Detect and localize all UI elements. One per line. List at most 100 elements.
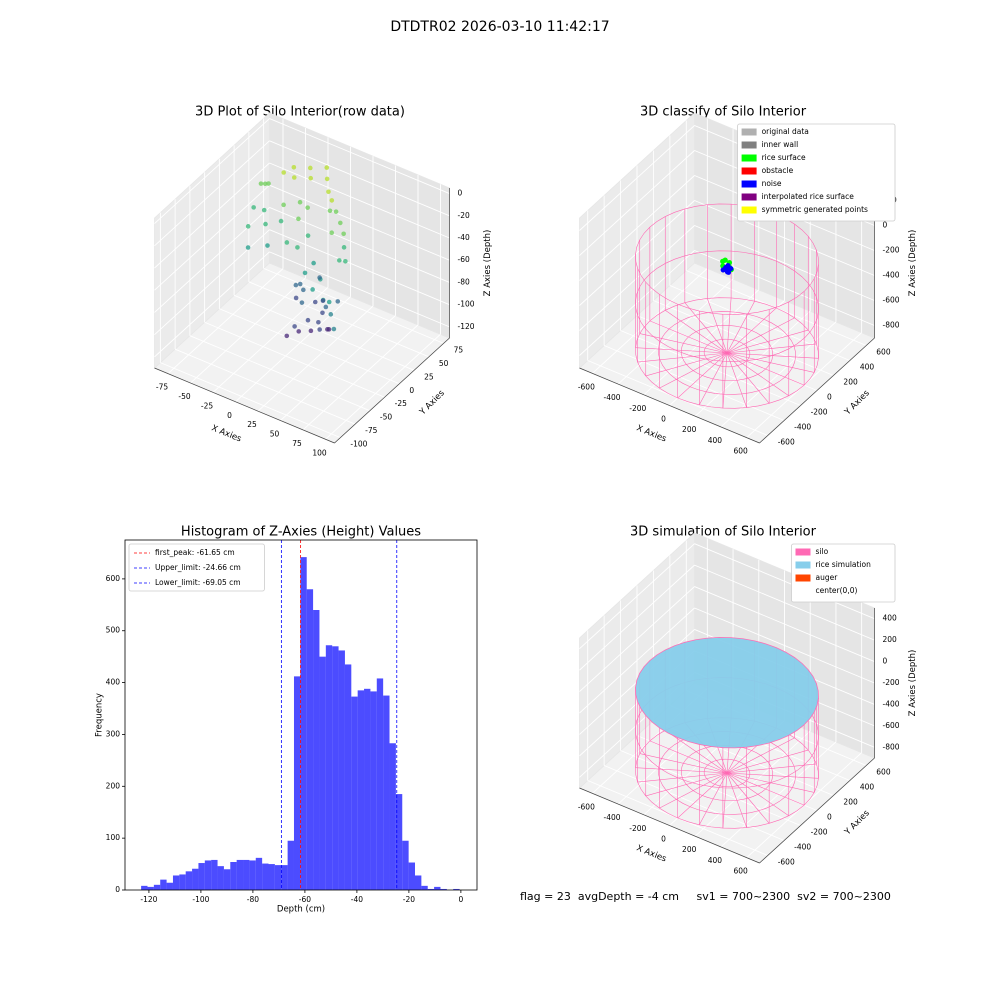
bar <box>211 859 218 890</box>
y-tick-label: 200 <box>106 781 121 790</box>
z-tick-label: 400 <box>883 614 898 623</box>
x-tick-label: 0 <box>661 835 666 844</box>
bar <box>319 656 326 890</box>
bar <box>338 650 345 890</box>
y-tick-label: -100 <box>350 440 367 449</box>
silo-floor-spoke <box>726 352 815 373</box>
legend-label: center(0,0) <box>816 586 858 595</box>
grid-line <box>160 362 341 439</box>
x-tick-label: -200 <box>629 824 646 833</box>
point <box>296 216 301 222</box>
legend-swatch <box>741 193 757 201</box>
bar <box>185 871 193 890</box>
bar <box>243 859 250 890</box>
plot-frame <box>124 539 478 891</box>
legend-label: symmetric generated points <box>762 205 868 214</box>
grid-line <box>219 308 400 385</box>
x-tick-label: -200 <box>629 404 646 413</box>
point <box>302 270 308 276</box>
z-tick-label: -800 <box>883 742 900 751</box>
grid-line <box>174 348 356 425</box>
y-tick-label: 200 <box>843 798 858 807</box>
silo-floor-spoke <box>699 772 728 825</box>
bar <box>147 886 154 890</box>
bar <box>453 888 460 890</box>
chart-title: 3D classify of Silo Interior <box>640 105 807 120</box>
grid-line <box>154 251 270 358</box>
y-tick-label: 0 <box>409 386 414 395</box>
point <box>323 304 329 310</box>
bar <box>427 888 435 890</box>
y-axis-line <box>334 337 450 444</box>
legend-swatch <box>741 141 757 149</box>
x-tick-label: -600 <box>578 382 595 391</box>
grid-line <box>189 335 371 412</box>
legend-label: rice surface <box>762 153 806 162</box>
point <box>326 189 331 195</box>
bar <box>160 879 167 890</box>
bar <box>357 690 365 890</box>
bar <box>344 664 352 890</box>
z-axis-label: Z Axies (Depth) <box>908 230 918 297</box>
legend-swatch <box>741 167 757 175</box>
z-tick-label: -200 <box>883 678 900 687</box>
grid-line <box>154 140 270 247</box>
point <box>301 287 306 293</box>
bar <box>395 794 403 890</box>
bar <box>351 696 358 890</box>
legend-label: silo <box>816 547 829 556</box>
point <box>295 245 300 250</box>
y-tick-label: 600 <box>876 348 891 357</box>
grid-line <box>204 321 385 398</box>
x-tick-label: 200 <box>682 845 697 854</box>
y-tick-label: 100 <box>106 833 121 842</box>
x-tick-label: -400 <box>604 813 621 822</box>
point <box>722 257 728 263</box>
bar <box>364 688 371 890</box>
chart-title: 3D simulation of Silo Interior <box>630 525 817 540</box>
point <box>329 230 335 236</box>
z-tick-label: -40 <box>458 233 470 242</box>
legend-box <box>737 123 896 222</box>
legend-label: first_peak: -61.65 cm <box>155 548 235 557</box>
x-tick-label: -80 <box>247 895 259 904</box>
bar <box>313 610 320 890</box>
x-tick-label: -400 <box>604 393 621 402</box>
bar <box>141 885 148 890</box>
y-tick-label: -400 <box>794 843 811 852</box>
silo-floor-spoke <box>726 772 770 824</box>
point <box>291 175 297 180</box>
grid-line <box>579 543 695 650</box>
point <box>328 312 334 317</box>
bar <box>249 860 256 890</box>
point <box>324 176 330 182</box>
grid-line <box>579 175 695 281</box>
point <box>305 233 311 238</box>
silo-floor-spoke <box>726 749 809 774</box>
x-axis-label: Depth (cm) <box>277 905 325 915</box>
point <box>725 263 731 269</box>
point <box>317 327 322 332</box>
z-tick-label: -60 <box>458 255 470 264</box>
grid-line <box>154 162 270 269</box>
silo-floor-spoke <box>726 343 817 354</box>
bar <box>306 589 314 890</box>
y-axis-line <box>759 337 875 444</box>
y-tick-label: 0 <box>115 885 120 894</box>
silo-floor-spoke <box>726 352 789 396</box>
point <box>326 327 332 332</box>
point <box>281 202 286 208</box>
z-tick-label: -400 <box>883 699 900 708</box>
grid-line <box>154 118 270 224</box>
legend-label: Upper_limit: -24.66 cm <box>155 563 241 572</box>
y-tick-label: 600 <box>876 768 891 777</box>
legend-label: interpolated rice surface <box>762 192 855 201</box>
x-axis-label: X Axies <box>635 843 668 864</box>
legend-swatch <box>741 180 757 188</box>
silo-floor-spoke <box>726 329 809 354</box>
grid-line <box>694 200 875 276</box>
x-tick-label: -100 <box>192 895 209 904</box>
point <box>335 299 341 304</box>
silo-floor-spoke <box>722 772 728 829</box>
bar <box>236 859 244 890</box>
